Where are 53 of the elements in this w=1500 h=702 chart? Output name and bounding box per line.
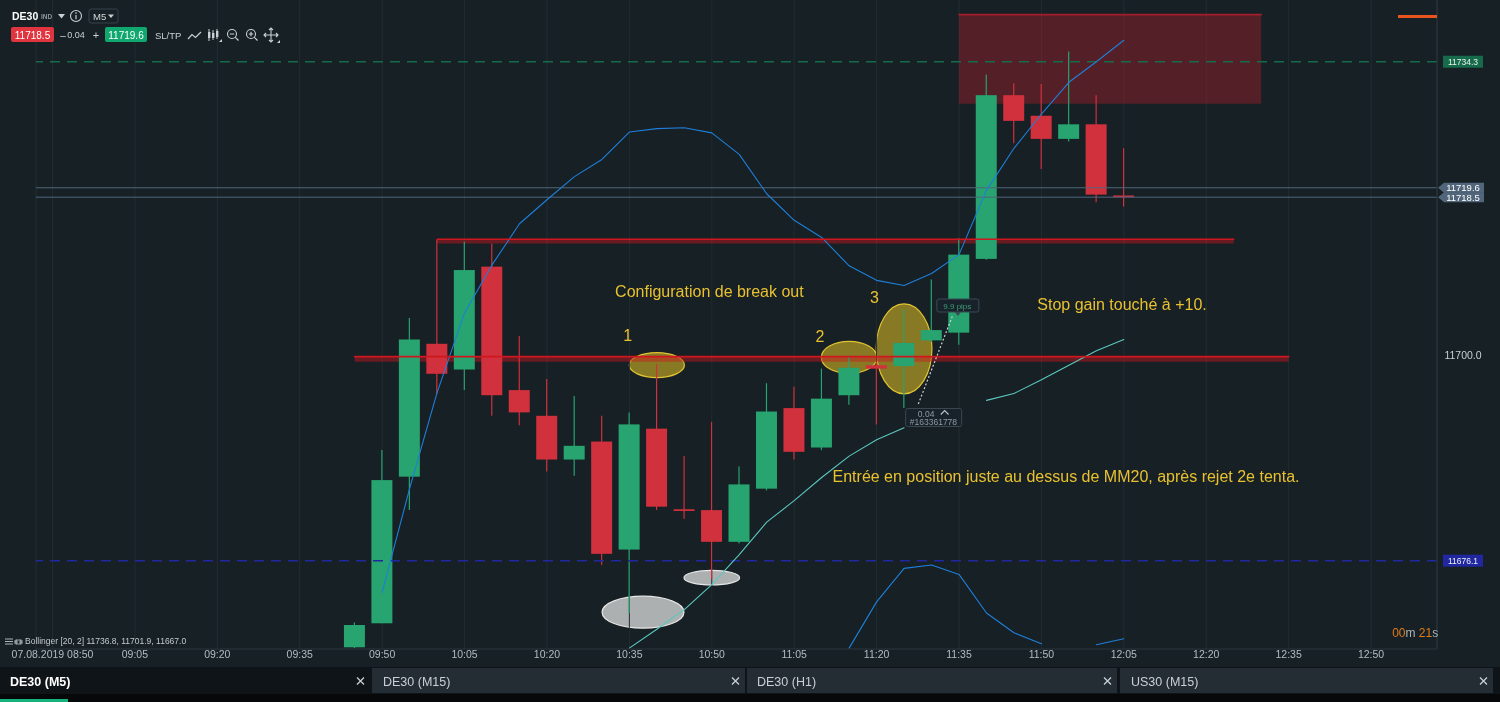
x-tick-label: 09:20 — [204, 648, 231, 661]
x-tick-label: 09:05 — [121, 648, 149, 661]
candlestick — [673, 455, 695, 520]
x-tick-label: 12:20 — [1193, 648, 1220, 661]
x-tick-label: 10:20 — [533, 648, 561, 661]
candlestick — [920, 278, 942, 343]
annotation: + — [92, 28, 100, 41]
annotation: 2 — [815, 327, 825, 345]
candlestick — [1030, 83, 1052, 170]
candlestick — [343, 621, 365, 649]
annotation: Bollinger [20, 2] 11736.8, 11701.9, 11667.0 — [25, 636, 187, 646]
annotation: Entrée en position juste au dessus de MM20, après rejet 2e tenta. — [832, 468, 1300, 485]
annotation: 1 — [623, 326, 633, 344]
x-tick-label: 07.08.2019 08:50 — [11, 648, 94, 661]
y-tick-label: 11719.6 — [1446, 182, 1480, 194]
x-tick-label: 10:35 — [616, 648, 643, 661]
x-tick-label: 10:50 — [698, 648, 726, 661]
annotation: 3 — [870, 288, 879, 306]
y-tick-label: 11718.5 — [1446, 191, 1480, 203]
annotation: M5 — [93, 11, 107, 22]
annotation: 0.04 — [917, 408, 935, 419]
y-tick-label: 11700.0 — [1444, 349, 1482, 362]
candlestick — [508, 335, 530, 426]
annotation: 00m 21s — [1392, 625, 1439, 640]
y-tick-label: 11734.3 — [1447, 56, 1479, 67]
x-tick-label: 10:05 — [451, 648, 478, 661]
annotation: 9.9 pips — [943, 301, 972, 311]
x-tick-label: 09:50 — [368, 648, 396, 661]
x-tick-label: 12:50 — [1357, 648, 1385, 661]
candlestick — [865, 361, 887, 425]
x-tick-label: 11:05 — [781, 648, 808, 661]
x-tick-label: 12:05 — [1110, 648, 1138, 661]
candlestick — [1058, 50, 1080, 143]
candlestick — [1113, 147, 1135, 208]
x-tick-label: 11:50 — [1028, 648, 1055, 661]
annotation: 0.04 — [67, 30, 85, 40]
annotation: DE30 — [12, 10, 39, 22]
annotation: Stop gain touché à +10. — [1037, 296, 1207, 313]
x-tick-label: 09:35 — [286, 648, 314, 661]
candlestick — [563, 395, 585, 477]
text: DE30 (M15) — [383, 674, 451, 689]
text: DE30 (M5) — [10, 674, 71, 689]
annotation: #163361778 — [909, 417, 958, 427]
text: DE30 (H1) — [757, 674, 817, 689]
text: US30 (M15) — [1131, 674, 1199, 689]
x-tick-label: 11:35 — [946, 648, 972, 661]
annotation: – — [60, 29, 67, 41]
annotation: Configuration de break out — [615, 283, 805, 300]
x-tick-label: 12:35 — [1275, 648, 1302, 661]
x-tick-label: 11:20 — [863, 648, 890, 661]
annotation: SL/TP — [155, 29, 182, 41]
y-tick-label: 11676.1 — [1447, 555, 1479, 566]
candlestick — [893, 308, 915, 409]
